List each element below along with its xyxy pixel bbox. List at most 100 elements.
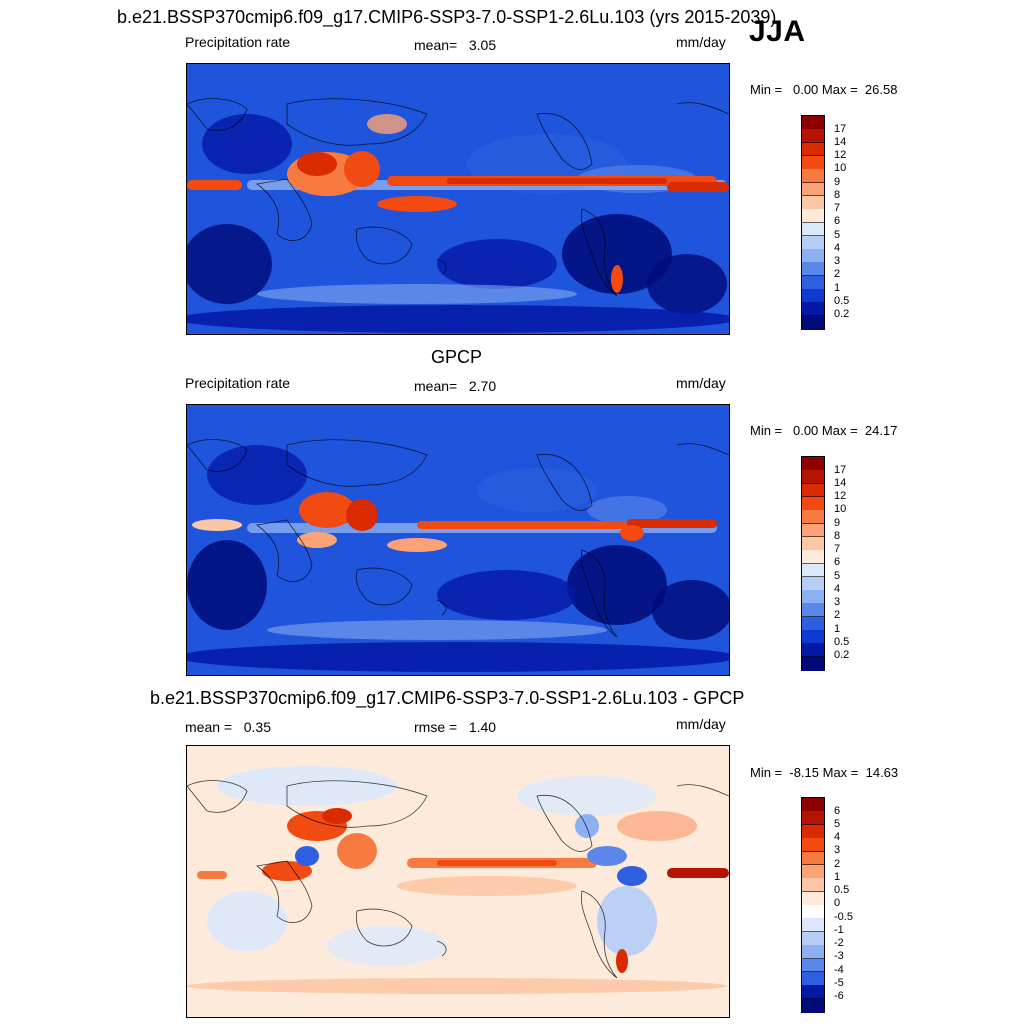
colorbar-swatch <box>802 510 824 525</box>
panel3-cbar-label: 6 <box>834 805 841 817</box>
panel2-map-field <box>187 405 729 675</box>
panel1-cbar-label: 9 <box>834 176 841 188</box>
colorbar-swatch <box>802 590 824 604</box>
panel3-cbar-label: 2 <box>834 858 841 870</box>
panel3-cbar-label: -4 <box>834 964 844 976</box>
panel3-map <box>186 745 730 1018</box>
colorbar-swatch <box>802 563 824 578</box>
panel2-minmax-label: Min = 0.00 Max = 24.17 <box>750 423 898 438</box>
panel2-map <box>186 404 730 676</box>
colorbar-swatch <box>802 616 824 631</box>
panel2-cbar-label: 2 <box>834 609 841 621</box>
panel1-map <box>186 63 730 335</box>
panel1-colorbar <box>801 115 825 330</box>
colorbar-swatch <box>802 182 824 197</box>
panel3-cbar-label: -5 <box>834 977 844 989</box>
panel2-cbar-label: 3 <box>834 596 841 608</box>
panel1-cbar-label: 5 <box>834 229 841 241</box>
panel1-cbar-label: 10 <box>834 162 847 174</box>
panel1-cbar-label: 0.5 <box>834 295 850 307</box>
colorbar-swatch <box>802 116 824 130</box>
colorbar-swatch <box>802 289 824 303</box>
panel3-cbar-label: 1 <box>834 871 841 883</box>
panel2-cbar-label: 14 <box>834 477 847 489</box>
colorbar-swatch <box>802 630 824 644</box>
colorbar-swatch <box>802 958 824 973</box>
panel3-colorbar <box>801 797 825 1013</box>
colorbar-swatch <box>802 155 824 170</box>
colorbar-swatch <box>802 142 824 157</box>
colorbar-swatch <box>802 275 824 290</box>
panel3-cbar-label: 3 <box>834 844 841 856</box>
panel1-cbar-label: 4 <box>834 242 841 254</box>
panel2-cbar-label: 1 <box>834 623 841 635</box>
colorbar-swatch <box>802 470 824 485</box>
colorbar-swatch <box>802 864 824 879</box>
colorbar-swatch <box>802 905 824 919</box>
panel2-title: GPCP <box>431 347 483 367</box>
panel3-title: b.e21.BSSP370cmip6.f09_g17.CMIP6-SSP3-7.… <box>150 688 745 708</box>
season-label: JJA <box>749 15 806 48</box>
panel3-cbar-label: 5 <box>834 818 841 830</box>
colorbar-swatch <box>802 878 824 893</box>
panel1-cbar-label: 0.2 <box>834 308 850 320</box>
panel3-cbar-label: 0 <box>834 897 841 909</box>
colorbar-swatch <box>802 824 824 839</box>
colorbar-swatch <box>802 550 824 564</box>
panel3-map-field <box>187 746 729 1017</box>
colorbar-swatch <box>802 235 824 250</box>
panel3-cbar-label: -2 <box>834 937 844 949</box>
panel3-cbar-label: 0.5 <box>834 884 850 896</box>
colorbar-swatch <box>802 457 824 471</box>
panel3-rmse-label: rmse = 1.40 <box>414 719 497 735</box>
panel2-units-label: mm/day <box>676 375 726 391</box>
colorbar-swatch <box>802 195 824 210</box>
panel3-minmax-label: Min = -8.15 Max = 14.63 <box>750 765 899 780</box>
panel1-units-label: mm/day <box>676 34 726 50</box>
colorbar-swatch <box>802 656 824 671</box>
panel1-minmax-label: Min = 0.00 Max = 26.58 <box>750 82 898 97</box>
panel2-cbar-label: 12 <box>834 490 847 502</box>
panel3-units-label: mm/day <box>676 716 726 732</box>
panel3-cbar-label: -0.5 <box>834 911 853 923</box>
panel1-cbar-label: 6 <box>834 215 841 227</box>
colorbar-swatch <box>802 249 824 263</box>
colorbar-swatch <box>802 798 824 812</box>
panel1-variable-label: Precipitation rate <box>185 34 291 50</box>
colorbar-swatch <box>802 971 824 986</box>
colorbar-swatch <box>802 851 824 866</box>
colorbar-swatch <box>802 918 824 933</box>
panel3-cbar-label: -6 <box>834 990 844 1002</box>
panel2-cbar-label: 9 <box>834 517 841 529</box>
colorbar-swatch <box>802 483 824 498</box>
panel1-cbar-label: 12 <box>834 149 847 161</box>
panel1-cbar-label: 14 <box>834 136 847 148</box>
colorbar-swatch <box>802 209 824 223</box>
panel1-cbar-label: 1 <box>834 282 841 294</box>
panel2-colorbar <box>801 456 825 671</box>
panel2-variable-label: Precipitation rate <box>185 375 291 391</box>
panel1-cbar-label: 3 <box>834 255 841 267</box>
panel2-mean-label: mean= 2.70 <box>414 378 497 394</box>
colorbar-swatch <box>802 811 824 826</box>
colorbar-swatch <box>802 222 824 237</box>
colorbar-swatch <box>802 945 824 959</box>
colorbar-swatch <box>802 838 824 852</box>
panel3-cbar-label: -1 <box>834 924 844 936</box>
panel1-cbar-label: 2 <box>834 268 841 280</box>
figure-title: b.e21.BSSP370cmip6.f09_g17.CMIP6-SSP3-7.… <box>117 7 777 27</box>
panel2-cbar-label: 6 <box>834 556 841 568</box>
panel1-cbar-label: 8 <box>834 189 841 201</box>
panel2-cbar-label: 4 <box>834 583 841 595</box>
colorbar-swatch <box>802 998 824 1013</box>
panel1-cbar-label: 7 <box>834 202 841 214</box>
colorbar-swatch <box>802 262 824 277</box>
colorbar-swatch <box>802 129 824 144</box>
panel2-cbar-label: 17 <box>834 464 847 476</box>
panel3-mean-label: mean = 0.35 <box>185 719 272 735</box>
panel2-cbar-label: 10 <box>834 503 847 515</box>
colorbar-swatch <box>802 536 824 551</box>
colorbar-swatch <box>802 169 824 184</box>
panel1-cbar-label: 17 <box>834 123 847 135</box>
panel2-cbar-label: 0.2 <box>834 649 850 661</box>
